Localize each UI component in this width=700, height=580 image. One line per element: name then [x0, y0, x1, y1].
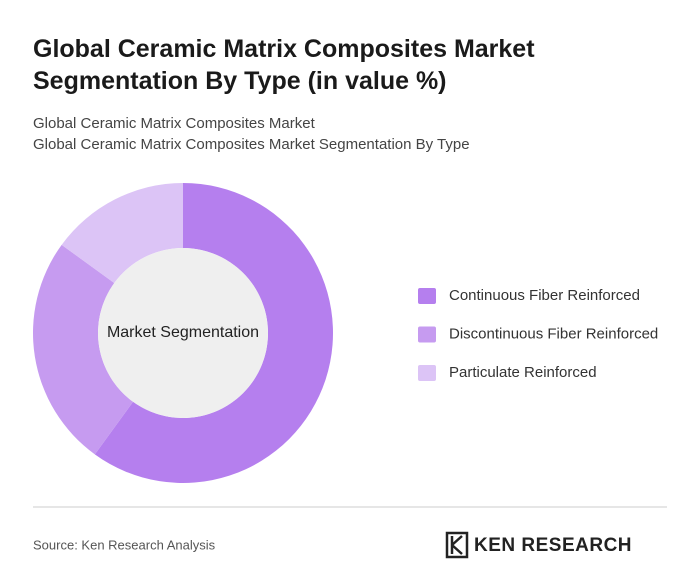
- source: Source: Ken Research Analysis: [33, 537, 216, 552]
- subtitle: Global Ceramic Matrix Composites Market …: [33, 136, 470, 153]
- legend-swatch: [418, 365, 436, 381]
- logo-icon: [450, 535, 463, 555]
- donut-slice: [61, 183, 184, 284]
- donut-slice: [33, 244, 134, 455]
- center-label: Market Segmentation: [107, 324, 259, 341]
- chart-title: Global Ceramic Matrix Composites Market …: [33, 35, 535, 95]
- legend-swatch: [418, 326, 436, 343]
- subtitle: Global Ceramic Matrix Composites Market: [33, 115, 315, 132]
- donut-slice: [94, 183, 334, 483]
- legend-label: Discontinuous Fiber Reinforced: [449, 325, 658, 342]
- legend-swatch: [418, 288, 436, 304]
- brand-logo: KEN RESEARCH: [445, 531, 632, 559]
- legend-label: Particulate Reinforced: [449, 364, 597, 381]
- logo-icon: [445, 531, 469, 559]
- donut-hole: [98, 248, 268, 418]
- legend-label: Continuous Fiber Reinforced: [449, 287, 640, 304]
- brand: KEN RESEARCH: [474, 535, 632, 556]
